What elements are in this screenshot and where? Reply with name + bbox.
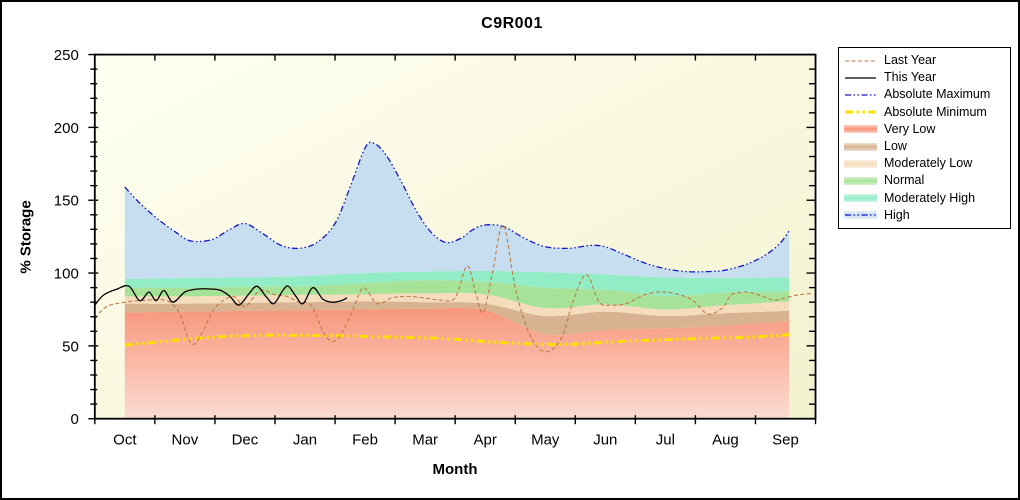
series-this-year [94, 284, 348, 306]
x-tick-label: Nov [172, 432, 199, 449]
y-tick-label: 250 [54, 47, 79, 64]
x-tick-label: Jul [656, 432, 675, 449]
x-tick-label: Feb [352, 432, 378, 449]
y-tick-label: 50 [62, 338, 79, 355]
x-tick-label: Jun [593, 432, 617, 449]
legend-label: Last Year [884, 53, 937, 68]
x-tick-label: Apr [474, 432, 497, 449]
legend-item-very-low: Very Low [844, 121, 1005, 138]
legend-item-high: High [844, 207, 1005, 224]
series-last-year [94, 224, 813, 353]
y-tick-label: 0 [70, 411, 78, 428]
high-swatch-icon [844, 211, 877, 220]
band-high [124, 142, 792, 279]
x-axis-title: Month [432, 461, 478, 478]
band-low [124, 301, 792, 336]
series-abs-min [124, 332, 791, 347]
legend-item-last-year: Last Year [844, 52, 1005, 69]
this-year-swatch-icon [845, 77, 876, 79]
legend-item-moderately-high: Moderately High [844, 190, 1005, 207]
band-normal [124, 280, 792, 310]
series-abs-max [124, 141, 790, 273]
y-tick-label: 100 [54, 266, 79, 283]
last-year-swatch-icon [845, 60, 876, 62]
legend-label: Very Low [884, 121, 936, 136]
legend-label: Moderately High [884, 190, 976, 205]
legend-box: Last Year This Year Absolute Maximum Absolu… [838, 47, 1011, 229]
chart-title: C9R001 [481, 15, 543, 32]
legend-label: Absolute Minimum [884, 104, 987, 119]
x-tick-label: May [531, 432, 560, 449]
legend-label: This Year [884, 70, 937, 85]
legend-item-low: Low [844, 138, 1005, 155]
moderately-low-swatch-icon [844, 159, 877, 168]
y-tick-label: 200 [54, 120, 79, 137]
x-tick-label: Jan [293, 432, 317, 449]
legend-label: Low [884, 139, 907, 154]
x-tick-label: Dec [232, 432, 259, 449]
legend-label: Moderately Low [884, 156, 973, 171]
absolute-maximum-swatch-icon [845, 94, 876, 96]
legend-label: Normal [884, 173, 925, 188]
x-tick-label: Oct [113, 432, 137, 449]
moderately-high-swatch-icon [844, 194, 877, 203]
band-moderately-high [124, 270, 792, 296]
y-tick-label: 150 [54, 193, 79, 210]
x-tick-label: Aug [712, 432, 739, 449]
x-tick-label: Mar [412, 432, 438, 449]
legend-item-moderately-low: Moderately Low [844, 155, 1005, 172]
absolute-minimum-swatch-icon [845, 110, 876, 114]
legend-item-normal: Normal [844, 172, 1005, 189]
plot-frame [93, 53, 817, 420]
x-tick-label: Sep [772, 432, 799, 449]
legend-label: Absolute Maximum [884, 87, 991, 102]
very-low-swatch-icon [844, 125, 877, 134]
low-swatch-icon [844, 142, 877, 151]
legend-item-absolute-minimum: Absolute Minimum [844, 104, 1005, 121]
legend-item-this-year: This Year [844, 69, 1005, 86]
y-axis-title: % Storage [17, 200, 35, 274]
legend-label: High [884, 207, 910, 222]
legend-item-absolute-maximum: Absolute Maximum [844, 86, 1005, 103]
normal-swatch-icon [844, 176, 877, 185]
